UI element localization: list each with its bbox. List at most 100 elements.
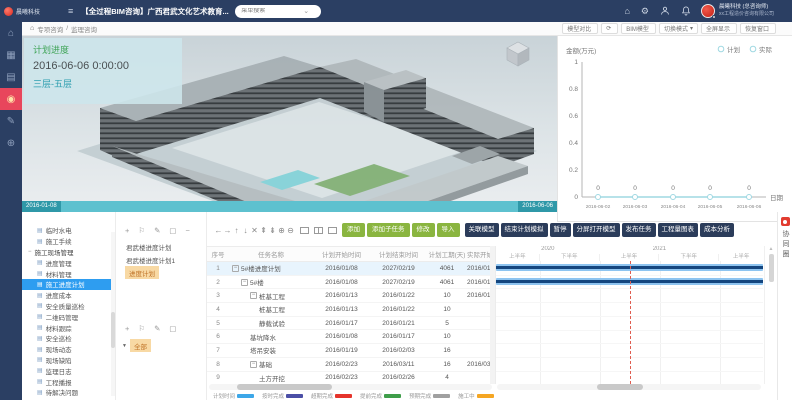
- plan-tool-add[interactable]: +: [125, 226, 130, 235]
- action-button-import[interactable]: 导入: [436, 223, 460, 237]
- gantt-bar-summary[interactable]: [496, 277, 763, 285]
- plan-tool-edit[interactable]: ✎: [154, 226, 161, 235]
- settings-gear-icon[interactable]: ⚙: [640, 5, 649, 16]
- viewer-button-model-compare[interactable]: 模型对比: [562, 23, 599, 34]
- tool-move-down[interactable]: ↓: [243, 225, 248, 235]
- tree-item[interactable]: ▤ 监理日志: [37, 368, 72, 376]
- tree-item[interactable]: ▤ 进度管理: [37, 260, 72, 268]
- tool-move-up[interactable]: ↑: [234, 225, 239, 235]
- tool-move-right[interactable]: →: [223, 225, 232, 235]
- plan-tool-delete[interactable]: ▢: [169, 226, 177, 235]
- table-row-静载试验[interactable]: 5 −静载试验 2016/01/17 2016/01/21 5: [207, 317, 490, 331]
- filter-tool-add[interactable]: +: [125, 324, 130, 333]
- tool-collapse-all[interactable]: ⇞: [260, 225, 267, 235]
- user-info[interactable]: 晨曦科技 (总咨询师) xx工程造价咨询有限公司: [719, 4, 789, 18]
- table-row-塔吊安装[interactable]: 7 −塔吊安装 2016/01/19 2016/02/03 16: [207, 344, 490, 358]
- search-input[interactable]: [241, 8, 304, 14]
- action-button-modify[interactable]: 修改: [411, 223, 435, 237]
- legend-plan-icon[interactable]: [717, 45, 725, 53]
- action-button-add-subtask[interactable]: 添加子任务: [367, 223, 410, 237]
- filter-tool-delete[interactable]: ▢: [169, 324, 177, 333]
- sidebar-item-project[interactable]: ⌂: [0, 22, 22, 44]
- gantt-chart[interactable]: 2020 2021 上半年 下半年 上半年 下半年 上半年: [495, 246, 763, 384]
- legend-plan-label[interactable]: 计划: [727, 45, 740, 54]
- action-button-add[interactable]: 添加: [342, 223, 365, 237]
- tree-item[interactable]: ▤ 安全质量巡检: [37, 303, 85, 311]
- tool-zoom-out[interactable]: ⊖: [287, 225, 294, 235]
- gantt-horizontal-scrollbar[interactable]: [497, 384, 761, 390]
- collapse-icon[interactable]: −: [250, 360, 257, 368]
- plan-item[interactable]: 君武楼进度计划: [126, 244, 172, 252]
- tool-delete-task[interactable]: ✕: [251, 225, 258, 235]
- tree-item[interactable]: ▤ 现场缺陷: [37, 357, 72, 365]
- collaboration-tab[interactable]: 协同圈: [777, 212, 792, 400]
- action-button-quantity-chart[interactable]: 工程量图表: [657, 223, 698, 237]
- layout-split-icon[interactable]: [314, 226, 323, 234]
- app-logo[interactable]: 晨曦科技: [0, 6, 62, 16]
- table-gantt-splitter[interactable]: [490, 246, 495, 384]
- sidebar-item-edit[interactable]: ✎: [0, 110, 22, 132]
- bell-icon[interactable]: [681, 6, 691, 16]
- tool-expand-all[interactable]: ⇟: [269, 225, 276, 235]
- filter-tool-edit[interactable]: ✎: [154, 324, 161, 333]
- data-point[interactable]: [746, 194, 752, 200]
- tree-item[interactable]: ▤ 进度成本: [37, 292, 72, 301]
- caret-down-icon[interactable]: ▼: [122, 342, 127, 349]
- breadcrumb-item[interactable]: 专项咨询: [37, 26, 64, 34]
- layout-gantt-only-icon[interactable]: [328, 226, 337, 234]
- gantt-bar-summary[interactable]: [496, 264, 763, 271]
- breadcrumb-item[interactable]: 监理咨询: [71, 26, 98, 34]
- viewer-button-restore-window[interactable]: 恢复窗口: [739, 23, 776, 34]
- tree-item[interactable]: ▤ 安全巡检: [37, 335, 72, 344]
- model-viewer[interactable]: 计划进度 2016-06-06 0:00:00 三层-五层 2016-01-08…: [22, 36, 557, 212]
- action-button-split-open-model[interactable]: 分屏打开模型: [572, 223, 620, 237]
- tree-item[interactable]: ▤ 现场动态: [37, 346, 72, 355]
- layout-table-only-icon[interactable]: [300, 226, 309, 234]
- viewer-button-refresh[interactable]: ⟳: [601, 23, 619, 34]
- tree-item[interactable]: ▤ 工程播报: [37, 379, 72, 387]
- plan-item[interactable]: 君武楼进度计划1: [126, 257, 176, 265]
- data-point[interactable]: [632, 194, 638, 200]
- table-row-土方开挖[interactable]: 9 −土方开挖 2016/02/23 2016/02/26 4: [207, 372, 490, 385]
- user-icon[interactable]: [660, 6, 670, 16]
- tool-zoom-in[interactable]: ⊕: [278, 225, 285, 235]
- tree-item[interactable]: ▤ 施工进度计划: [22, 278, 115, 290]
- view-cube[interactable]: [505, 40, 531, 70]
- sidebar-item-documents[interactable]: ▤: [0, 66, 22, 88]
- action-button-link-model[interactable]: 关联模型: [464, 223, 499, 237]
- tree-item[interactable]: − 施工现场管理: [28, 248, 74, 257]
- data-point[interactable]: [595, 194, 601, 200]
- table-row-桩基工程[interactable]: 4 −桩基工程 2016/01/13 2016/01/22 10: [207, 303, 490, 317]
- viewer-button-bim-model[interactable]: BIM模型: [621, 23, 656, 34]
- plan-tool-collapse[interactable]: −: [185, 226, 190, 235]
- tool-move-left[interactable]: ←: [214, 225, 223, 235]
- home-icon[interactable]: ⌂: [624, 5, 630, 16]
- sidebar-item-dashboard[interactable]: ▦: [0, 44, 22, 66]
- tree-item[interactable]: ▤ 材料跟踪: [37, 325, 72, 333]
- action-button-pause[interactable]: 暂停: [549, 223, 571, 237]
- plan-item[interactable]: 进度计划: [125, 266, 159, 279]
- simulation-timeline-slider[interactable]: 2016-01-08 2016-06-06: [22, 201, 557, 212]
- gantt-vertical-scrollbar[interactable]: ▲: [764, 246, 777, 384]
- action-button-end-plan-sim[interactable]: 结束计划模拟: [500, 223, 548, 237]
- collapse-icon[interactable]: −: [241, 278, 248, 286]
- legend-actual-label[interactable]: 实际: [759, 45, 773, 54]
- table-row-基坑降水[interactable]: 6 −基坑降水 2016/01/08 2016/01/17 10: [207, 330, 490, 345]
- sidebar-item-web[interactable]: ⊕: [0, 132, 22, 154]
- tree-item[interactable]: ▤ 二维码管理: [37, 314, 79, 322]
- breadcrumb-home-icon[interactable]: ⌂: [30, 25, 35, 32]
- collapse-icon[interactable]: −: [232, 264, 239, 272]
- menu-search[interactable]: ⌄: [235, 4, 322, 18]
- collapse-icon[interactable]: −: [250, 292, 257, 300]
- action-button-cost-analysis[interactable]: 成本分析: [700, 223, 734, 237]
- tree-item[interactable]: ▤ 临时水电: [37, 227, 72, 236]
- filter-tool-flag[interactable]: ⚐: [138, 324, 146, 333]
- viewer-button-switch-mode[interactable]: 切换模式 ▾: [658, 23, 698, 34]
- table-row-5#楼进度计划[interactable]: 1 −5#楼进度计划 2016/01/08 2027/02/19 4061 20…: [207, 262, 490, 276]
- viewer-button-fullscreen[interactable]: 全屏显示: [700, 23, 737, 34]
- tree-scrollbar[interactable]: [111, 232, 115, 396]
- sidebar-item-progress[interactable]: ◉: [0, 88, 22, 110]
- plan-tool-flag[interactable]: ⚐: [138, 226, 146, 235]
- table-row-基础[interactable]: 8 − 基础 2016/02/23 2016/03/11 16 2016/03: [207, 358, 490, 372]
- tree-item[interactable]: ▤ 施工手续: [37, 238, 72, 247]
